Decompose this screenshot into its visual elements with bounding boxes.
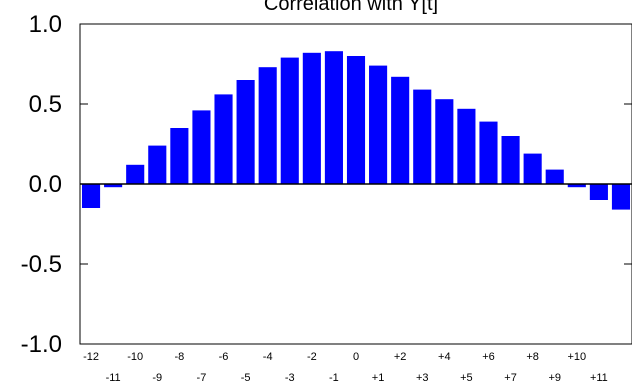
x-tick-label: -6	[219, 351, 229, 363]
bar-+9	[545, 169, 564, 184]
bar-+10	[567, 184, 586, 188]
x-tick-label: +7	[504, 372, 517, 384]
x-tick-label: +8	[526, 351, 539, 363]
x-tick-label: 0	[353, 351, 359, 363]
bar--6	[214, 94, 233, 184]
x-tick-label: +9	[548, 372, 561, 384]
x-tick-label: +3	[416, 372, 429, 384]
bar--12	[81, 184, 101, 208]
bar--7	[192, 110, 211, 184]
x-tick-label: -1	[329, 372, 339, 384]
bar-+5	[457, 108, 476, 184]
x-tick-label: +4	[438, 351, 451, 363]
x-tick-label: -9	[152, 372, 162, 384]
x-tick-label: -2	[307, 351, 317, 363]
x-tick-label: +10	[567, 351, 586, 363]
x-tick-label: -3	[285, 372, 295, 384]
x-tick-label: -7	[197, 372, 207, 384]
y-axis: 1.0 0.5 0.0 -0.5 -1.0	[21, 11, 632, 358]
bar-+8	[523, 153, 542, 184]
x-tick-label: +1	[372, 372, 385, 384]
bar--2	[302, 52, 321, 184]
bar--5	[236, 80, 255, 184]
bar-+11	[589, 184, 608, 200]
bar--1	[324, 51, 343, 185]
bar--10	[126, 164, 145, 184]
bar-0	[346, 56, 366, 184]
y-tick-label: 1.0	[29, 11, 62, 38]
y-tick-label: 0.5	[29, 91, 62, 118]
x-tick-label: +5	[460, 372, 473, 384]
bar--11	[104, 184, 123, 188]
y-tick-label: 0.0	[29, 171, 62, 198]
bar--4	[258, 67, 277, 184]
bar-+7	[501, 136, 520, 184]
x-tick-label: +2	[394, 351, 407, 363]
bar-+12	[611, 184, 631, 210]
y-tick-label: -1.0	[21, 331, 62, 358]
x-tick-label: -10	[127, 351, 143, 363]
x-tick-label: -8	[174, 351, 184, 363]
x-tick-label: -11	[106, 372, 121, 384]
x-tick-label: -5	[241, 372, 251, 384]
chart-title: Correlation with Y[t]	[264, 0, 438, 15]
x-tick-label: -12	[83, 351, 99, 363]
x-tick-label: +11	[590, 372, 608, 384]
bar-+3	[413, 89, 432, 184]
bar-+6	[479, 121, 498, 184]
bars-group	[81, 51, 631, 210]
x-tick-label: +6	[482, 351, 495, 363]
bar-+4	[435, 99, 454, 184]
x-axis: -12-11-10-9-8-7-6-5-4-3-2-10+1+2+3+4+5+6…	[83, 351, 608, 384]
bar--9	[148, 145, 167, 184]
y-tick-label: -0.5	[21, 251, 62, 278]
bar--8	[170, 128, 189, 184]
bar-+2	[391, 76, 410, 184]
x-tick-label: -4	[263, 351, 273, 363]
bar-+1	[369, 65, 388, 184]
bar--3	[280, 57, 299, 184]
